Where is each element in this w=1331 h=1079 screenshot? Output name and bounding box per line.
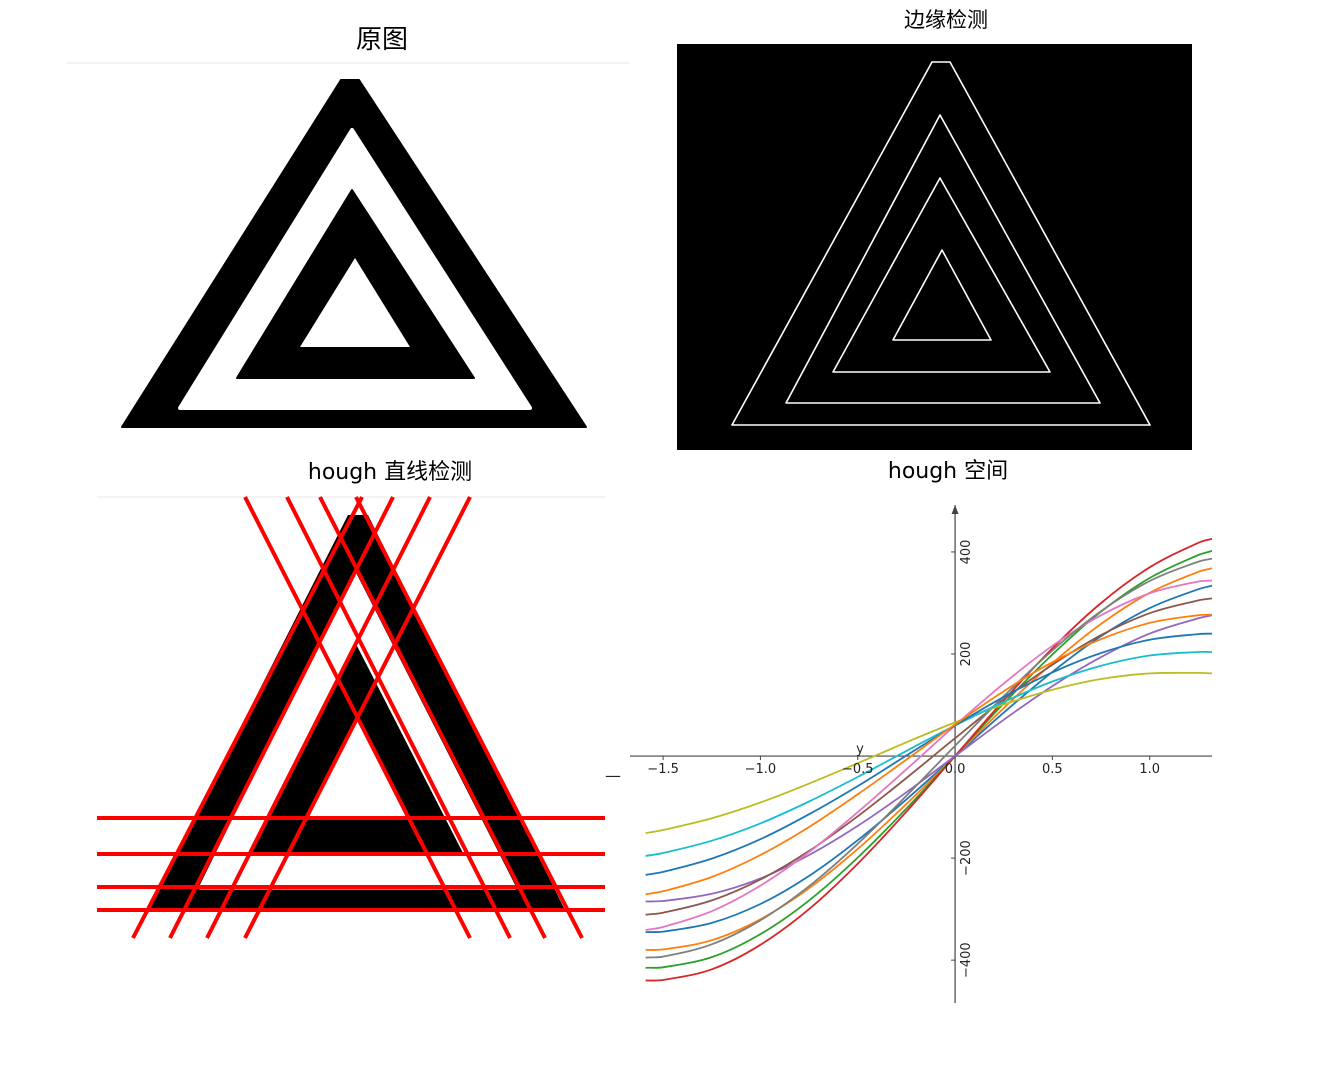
y-axis-arrow: [951, 505, 959, 514]
edge-outline-3: [832, 177, 1051, 373]
y-tick-label: 400: [959, 540, 974, 565]
panel-title-hough-lines: hough 直线检测: [307, 460, 473, 485]
hough-curve-5: [645, 614, 1213, 903]
hough-curve-11: [645, 632, 1213, 876]
x-tick-label: −1.0: [745, 762, 777, 777]
panel-title-original: 原图: [355, 25, 408, 55]
y-tick-label: −200: [959, 840, 974, 876]
hough-curve-1: [645, 584, 1213, 933]
axes: [630, 505, 1212, 1003]
original-image: [67, 60, 629, 445]
hough-curve-12: [645, 613, 1213, 896]
hough-line-left-3: [205, 496, 432, 939]
curves: [645, 537, 1213, 982]
inner-white-triangle: [300, 258, 410, 347]
hough-curve-4: [645, 537, 1213, 982]
x-tick-label: 0.5: [1042, 762, 1063, 777]
edge-outline-2: [785, 114, 1101, 404]
hough-curve-8: [645, 557, 1213, 959]
hough-line-left-1: [131, 496, 364, 939]
x-tick-label: −0.5: [842, 762, 874, 777]
hough-line-left-4: [243, 496, 472, 939]
edge-background: [677, 44, 1192, 450]
x-tick-label: −1.5: [647, 762, 679, 777]
hough-curve-10: [645, 650, 1213, 857]
edge-outline-4: [892, 249, 992, 341]
hough-curve-2: [645, 567, 1213, 951]
y-tick-label: −400: [959, 942, 974, 978]
edge-outline-1: [731, 61, 1151, 426]
ticks: −1.5 −1.0 −0.5 0.0 0.5 1.0 400 200 −200 −400: [647, 540, 1160, 978]
hough-curve-7: [645, 579, 1213, 931]
inner-white-triangle: [308, 719, 407, 819]
edge-image: [677, 44, 1192, 450]
chart-title: hough 空间: [887, 459, 1009, 484]
panel-title-edges: 边缘检测: [904, 8, 988, 32]
y-tick-label: 200: [959, 642, 974, 667]
hough-space-chart: −1.5 −1.0 −0.5 0.0 0.5 1.0 400 200 −200 −400 y —: [605, 505, 1213, 1003]
hough-curve-9: [645, 671, 1213, 834]
axis-annotation-y: y: [856, 742, 864, 757]
hough-line-left-2: [168, 496, 395, 939]
x-tick-label: 1.0: [1139, 762, 1160, 777]
hough-lines-image: [97, 494, 605, 940]
hough-curve-6: [645, 597, 1213, 916]
x-tick-label: 0.0: [945, 762, 966, 777]
axis-annotation-dash: —: [605, 766, 621, 785]
